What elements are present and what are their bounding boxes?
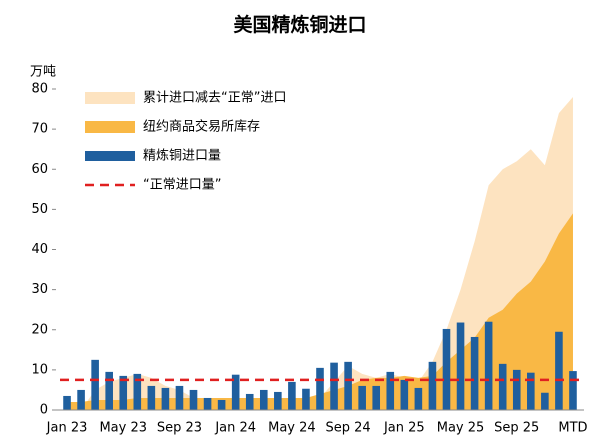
bar bbox=[498, 363, 507, 410]
bar bbox=[63, 395, 71, 410]
x-tick-label: May 25 bbox=[437, 421, 485, 436]
legend-swatch bbox=[85, 92, 135, 104]
legend-label: “正常进口量” bbox=[143, 178, 221, 193]
legend-swatch bbox=[85, 121, 135, 133]
y-tick-label: 10 bbox=[31, 362, 48, 377]
bar bbox=[302, 388, 310, 410]
bar bbox=[147, 385, 156, 410]
legend-label: 纽约商品交易所库存 bbox=[143, 119, 260, 135]
bar bbox=[77, 389, 85, 410]
x-tick-label: Jan 25 bbox=[383, 421, 425, 436]
y-tick-label: 0 bbox=[40, 403, 48, 418]
legend-label: 精炼铜进口量 bbox=[143, 149, 221, 164]
bar bbox=[484, 321, 493, 410]
y-tick-label: 50 bbox=[31, 202, 48, 217]
bar bbox=[217, 399, 226, 410]
bar bbox=[105, 371, 113, 410]
x-tick-label: Jan 24 bbox=[214, 421, 256, 436]
bar bbox=[428, 361, 437, 410]
bar bbox=[358, 385, 366, 410]
y-tick-label: 20 bbox=[31, 322, 48, 337]
bar bbox=[372, 385, 381, 410]
legend-swatch bbox=[85, 151, 135, 161]
bar bbox=[555, 331, 563, 410]
y-tick-label: 80 bbox=[31, 82, 48, 97]
area bbox=[67, 213, 573, 410]
bar bbox=[288, 381, 296, 410]
bar bbox=[414, 387, 423, 410]
legend-label: 累计进口减去“正常”进口 bbox=[143, 91, 286, 106]
y-tick-label: 40 bbox=[31, 242, 48, 257]
x-tick-label: Jan 23 bbox=[46, 421, 88, 436]
x-tick-label: Sep 24 bbox=[326, 421, 371, 436]
bar bbox=[569, 371, 577, 410]
bar bbox=[189, 389, 198, 410]
bar bbox=[231, 374, 240, 410]
bar bbox=[330, 362, 338, 410]
bar bbox=[119, 375, 128, 410]
bar bbox=[344, 361, 352, 410]
bar bbox=[470, 336, 479, 410]
x-tick-label: May 23 bbox=[99, 421, 147, 436]
bar bbox=[512, 369, 521, 410]
x-tick-label: Sep 25 bbox=[494, 421, 539, 436]
bar bbox=[91, 359, 99, 410]
bar bbox=[133, 373, 142, 410]
bar bbox=[400, 379, 409, 410]
bar bbox=[245, 393, 254, 410]
bar bbox=[259, 389, 268, 410]
bar bbox=[161, 387, 170, 410]
y-tick-label: 60 bbox=[31, 162, 48, 177]
bar bbox=[203, 397, 212, 410]
x-tick-label: MTD bbox=[558, 421, 587, 436]
x-tick-label: Sep 23 bbox=[157, 421, 202, 436]
y-tick-label: 70 bbox=[31, 122, 48, 137]
bar bbox=[316, 367, 324, 410]
bar bbox=[175, 385, 184, 410]
y-axis-label: 万吨 bbox=[30, 65, 56, 80]
x-tick-label: May 24 bbox=[268, 421, 316, 436]
bar bbox=[541, 392, 549, 410]
bar bbox=[456, 322, 465, 410]
chart-title: 美国精炼铜进口 bbox=[233, 13, 366, 36]
bar bbox=[386, 371, 395, 410]
bar bbox=[527, 372, 535, 410]
bar bbox=[274, 391, 282, 410]
y-tick-label: 30 bbox=[31, 282, 48, 297]
bar bbox=[442, 328, 451, 410]
